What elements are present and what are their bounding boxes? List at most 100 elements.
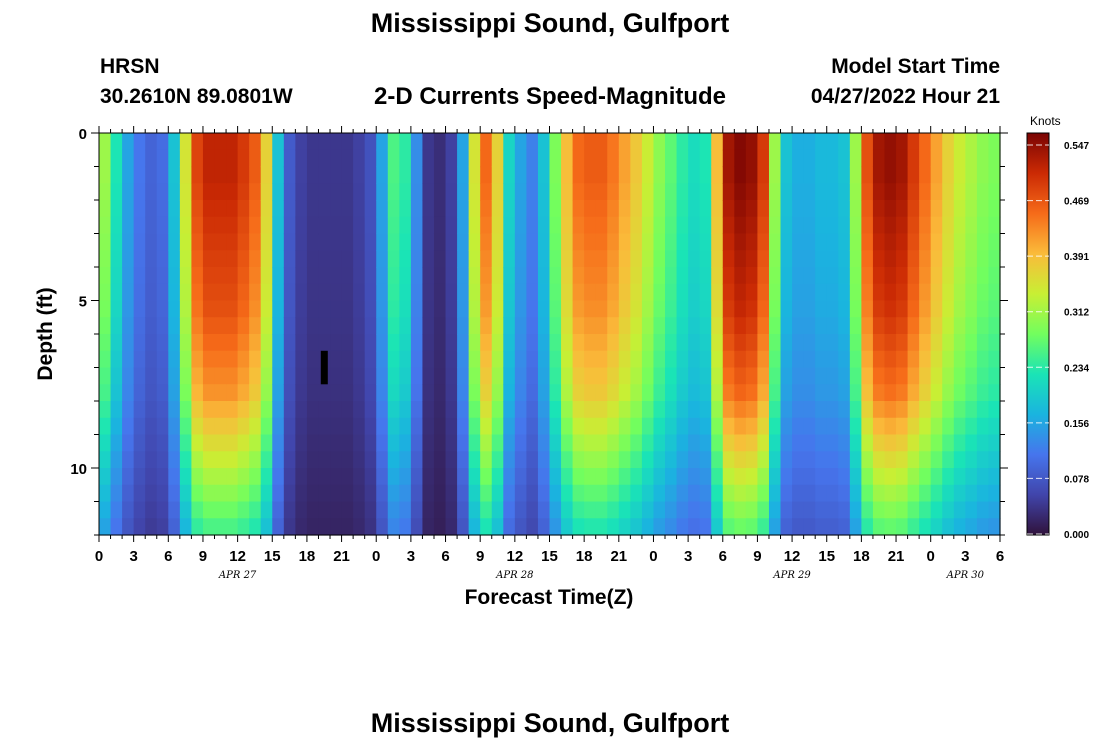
heatmap-cell (306, 250, 320, 268)
heatmap-cell (722, 149, 735, 168)
heatmap-cell (907, 300, 920, 318)
heatmap-cell (468, 451, 481, 469)
heatmap-cell (711, 216, 724, 235)
heatmap-cell (156, 250, 169, 268)
heatmap-cell (930, 501, 943, 519)
heatmap-cell (145, 200, 158, 218)
heatmap-cell (202, 216, 216, 235)
heatmap-cell (584, 350, 597, 369)
heatmap-cell (872, 401, 886, 419)
heatmap-cell (202, 166, 216, 184)
heatmap-cell (330, 518, 343, 536)
heatmap-cell (965, 317, 978, 335)
heatmap-cell (757, 300, 770, 318)
heatmap-cell (780, 183, 793, 201)
heatmap-cell (514, 518, 527, 536)
heatmap-cell (341, 216, 354, 235)
heatmap-cell (122, 484, 135, 503)
heatmap-cell (630, 434, 643, 452)
heatmap-cell (156, 233, 169, 251)
heatmap-cell (376, 233, 389, 251)
heatmap-cell (249, 183, 262, 201)
heatmap-cell (630, 484, 643, 503)
heatmap-cell (422, 451, 435, 469)
heatmap-cell (457, 283, 470, 302)
heatmap-cell (214, 300, 227, 318)
heatmap-cell (803, 401, 816, 419)
heatmap-cell (410, 518, 424, 536)
heatmap-cell (849, 451, 862, 469)
heatmap-cell (988, 451, 1001, 469)
heatmap-cell (145, 149, 158, 168)
heatmap-cell (306, 350, 320, 369)
heatmap-cell (734, 468, 747, 486)
heatmap-cell (780, 317, 793, 335)
x-tick-label: 18 (853, 548, 870, 565)
heatmap-cell (145, 133, 158, 151)
heatmap-cell (803, 317, 816, 335)
heatmap-cell (122, 300, 135, 318)
heatmap-cell (561, 417, 574, 436)
heatmap-cell (376, 334, 389, 352)
heatmap-cell (433, 484, 447, 503)
heatmap-cell (99, 166, 112, 184)
heatmap-cell (861, 401, 874, 419)
heatmap-cell (907, 350, 920, 369)
heatmap-cell (884, 183, 897, 201)
heatmap-cell (988, 384, 1001, 402)
heatmap-cell (445, 300, 458, 318)
heatmap-cell (896, 468, 909, 486)
heatmap-cell (584, 334, 597, 352)
heatmap-cell (907, 451, 920, 469)
heatmap-cell (780, 484, 793, 503)
heatmap-cell (99, 300, 112, 318)
heatmap-cell (919, 350, 932, 369)
heatmap-cell (745, 183, 759, 201)
heatmap-cell (595, 417, 608, 436)
heatmap-cell (364, 350, 377, 369)
heatmap-cell (433, 233, 447, 251)
heatmap-cell (930, 468, 943, 486)
heatmap-cell (191, 233, 204, 251)
heatmap-cell (549, 133, 562, 151)
heatmap-cell (815, 283, 828, 302)
heatmap-cell (410, 501, 424, 519)
heatmap-cell (330, 233, 343, 251)
heatmap-cell (653, 183, 666, 201)
heatmap-cell (526, 384, 539, 402)
heatmap-cell (110, 384, 123, 402)
heatmap-cell (584, 166, 597, 184)
heatmap-cell (561, 300, 574, 318)
heatmap-cell (295, 434, 308, 452)
heatmap-cell (433, 350, 447, 369)
heatmap-cell (745, 200, 759, 218)
heatmap-cell (815, 367, 828, 385)
heatmap-cell (249, 283, 262, 302)
heatmap-cell (214, 484, 227, 503)
heatmap-cell (318, 233, 331, 251)
heatmap-cell (792, 149, 805, 168)
heatmap-cell (214, 317, 227, 335)
heatmap-cell (953, 518, 966, 536)
heatmap-cell (838, 267, 851, 285)
heatmap-cell (665, 216, 678, 235)
heatmap-cell (283, 267, 296, 285)
heatmap-cell (480, 267, 493, 285)
heatmap-cell (919, 183, 932, 201)
heatmap-cell (699, 401, 712, 419)
heatmap-cell (884, 518, 897, 536)
heatmap-cell (872, 200, 886, 218)
heatmap-cell (133, 484, 146, 503)
heatmap-cell (122, 200, 135, 218)
heatmap-cell (768, 133, 782, 151)
heatmap-cell (699, 350, 712, 369)
heatmap-cell (965, 468, 978, 486)
heatmap-cell (249, 334, 262, 352)
heatmap-cell (445, 200, 458, 218)
heatmap-cell (653, 384, 666, 402)
heatmap-cell (168, 283, 181, 302)
heatmap-cell (330, 401, 343, 419)
heatmap-cell (226, 200, 239, 218)
heatmap-cell (457, 451, 470, 469)
heatmap-cell (711, 317, 724, 335)
